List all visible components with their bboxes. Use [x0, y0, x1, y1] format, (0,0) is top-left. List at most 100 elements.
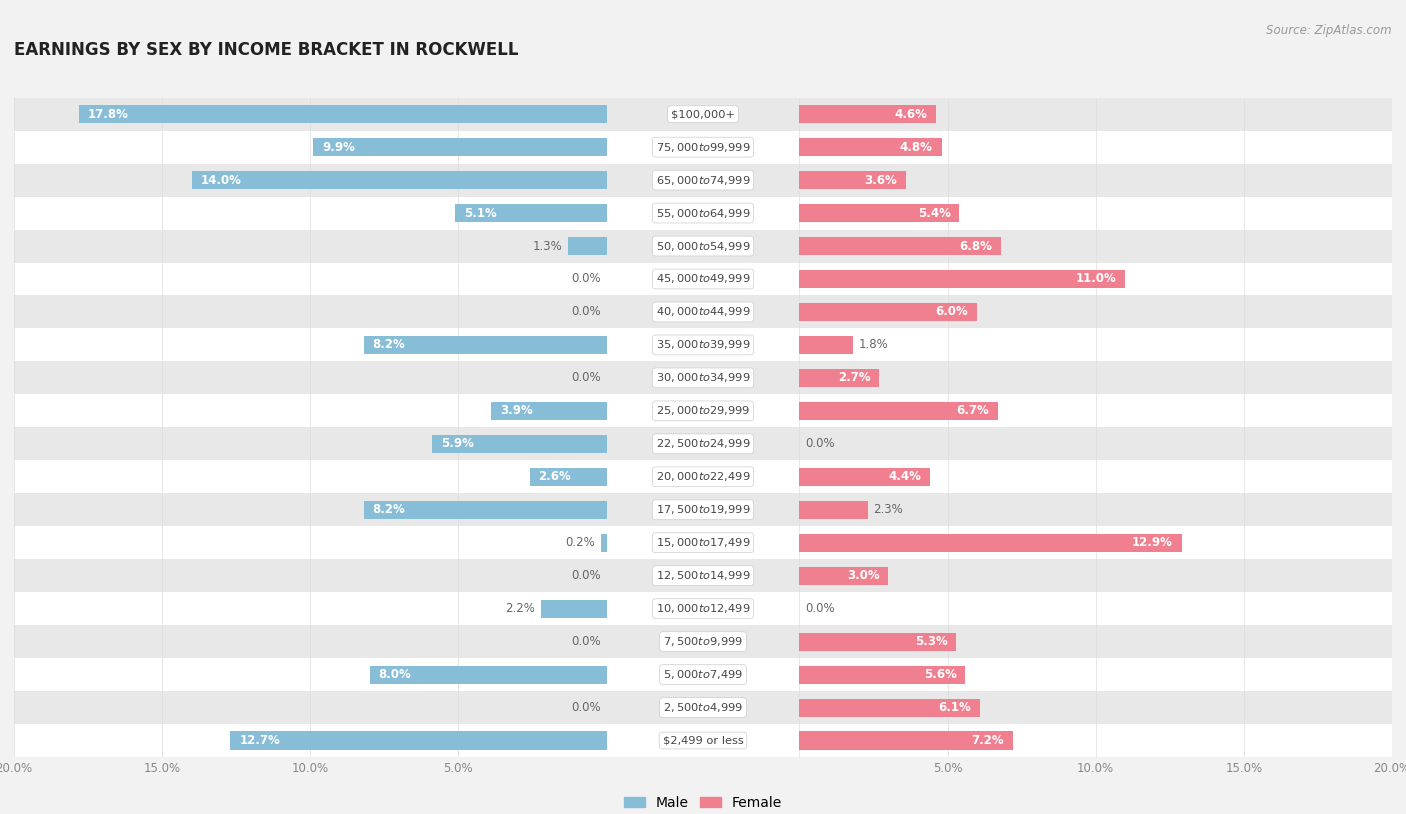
Bar — [606, 329, 800, 361]
Text: 0.0%: 0.0% — [571, 371, 600, 384]
Bar — [800, 632, 956, 650]
Bar — [14, 658, 606, 691]
Bar — [606, 461, 800, 493]
Bar — [800, 303, 977, 321]
Bar — [14, 625, 606, 658]
Text: 11.0%: 11.0% — [1076, 273, 1116, 286]
Bar — [606, 130, 800, 164]
Bar — [800, 724, 1392, 757]
Text: 2.2%: 2.2% — [506, 602, 536, 615]
Bar — [606, 98, 800, 130]
Bar — [14, 329, 606, 361]
Bar — [364, 336, 606, 354]
Bar — [800, 461, 1392, 493]
Text: 2.3%: 2.3% — [873, 503, 903, 516]
Bar — [800, 295, 1392, 328]
Bar — [800, 329, 1392, 361]
Text: $75,000 to $99,999: $75,000 to $99,999 — [655, 141, 751, 154]
Bar — [606, 724, 800, 757]
Bar — [231, 732, 606, 750]
Bar — [800, 698, 980, 716]
Text: 5.3%: 5.3% — [915, 635, 948, 648]
Text: 8.2%: 8.2% — [373, 339, 405, 352]
Text: 0.0%: 0.0% — [571, 305, 600, 318]
Bar — [14, 559, 606, 593]
Text: 3.6%: 3.6% — [865, 173, 897, 186]
Bar — [600, 534, 606, 552]
Text: 2.6%: 2.6% — [538, 470, 571, 484]
Bar — [606, 230, 800, 262]
Text: 4.4%: 4.4% — [889, 470, 921, 484]
Bar — [14, 493, 606, 526]
Bar — [800, 559, 1392, 593]
Bar — [606, 196, 800, 230]
Bar — [800, 361, 1392, 395]
Bar — [800, 567, 889, 584]
Bar — [606, 593, 800, 625]
Bar — [800, 98, 1392, 130]
Bar — [314, 138, 606, 156]
Text: 5.1%: 5.1% — [464, 207, 498, 220]
Bar — [800, 237, 1001, 255]
Bar — [14, 196, 606, 230]
Bar — [800, 625, 1392, 658]
Bar — [491, 402, 606, 420]
Bar — [800, 527, 1392, 559]
Text: 0.0%: 0.0% — [571, 569, 600, 582]
Bar — [432, 435, 606, 453]
Bar — [606, 493, 800, 526]
Bar — [800, 666, 966, 684]
Text: 4.8%: 4.8% — [900, 141, 932, 154]
Bar — [800, 164, 1392, 196]
Text: $45,000 to $49,999: $45,000 to $49,999 — [655, 273, 751, 286]
Bar — [606, 527, 800, 559]
Text: 12.9%: 12.9% — [1132, 536, 1173, 549]
Text: 6.8%: 6.8% — [959, 239, 993, 252]
Text: $20,000 to $22,499: $20,000 to $22,499 — [655, 470, 751, 484]
Text: 6.1%: 6.1% — [939, 701, 972, 714]
Bar — [14, 461, 606, 493]
Text: 8.2%: 8.2% — [373, 503, 405, 516]
Text: 12.7%: 12.7% — [239, 734, 280, 747]
Text: 0.0%: 0.0% — [806, 602, 835, 615]
Text: 0.2%: 0.2% — [565, 536, 595, 549]
Bar — [800, 270, 1125, 288]
Text: 5.9%: 5.9% — [440, 437, 474, 450]
Bar — [79, 105, 606, 123]
Bar — [800, 138, 942, 156]
Bar — [606, 427, 800, 461]
Legend: Male, Female: Male, Female — [619, 790, 787, 814]
Bar — [14, 130, 606, 164]
Text: 6.7%: 6.7% — [956, 405, 988, 418]
Bar — [800, 534, 1181, 552]
Bar — [800, 691, 1392, 724]
Text: $10,000 to $12,499: $10,000 to $12,499 — [655, 602, 751, 615]
Bar — [606, 658, 800, 691]
Bar — [606, 262, 800, 295]
Text: 3.9%: 3.9% — [501, 405, 533, 418]
Bar — [606, 691, 800, 724]
Text: Source: ZipAtlas.com: Source: ZipAtlas.com — [1267, 24, 1392, 37]
Bar — [606, 559, 800, 593]
Bar — [14, 427, 606, 461]
Text: 7.2%: 7.2% — [972, 734, 1004, 747]
Bar — [800, 105, 936, 123]
Bar — [800, 230, 1392, 262]
Bar — [364, 501, 606, 519]
Bar — [606, 395, 800, 427]
Bar — [800, 501, 868, 519]
Bar — [14, 527, 606, 559]
Bar — [800, 204, 959, 222]
Text: 5.6%: 5.6% — [924, 668, 956, 681]
Bar — [800, 130, 1392, 164]
Text: $55,000 to $64,999: $55,000 to $64,999 — [655, 207, 751, 220]
Text: $65,000 to $74,999: $65,000 to $74,999 — [655, 173, 751, 186]
Bar — [800, 369, 879, 387]
Text: 2.7%: 2.7% — [838, 371, 870, 384]
Text: 0.0%: 0.0% — [571, 701, 600, 714]
Bar — [191, 171, 606, 189]
Text: 17.8%: 17.8% — [89, 107, 129, 120]
Bar — [800, 493, 1392, 526]
Text: 0.0%: 0.0% — [571, 273, 600, 286]
Text: 0.0%: 0.0% — [806, 437, 835, 450]
